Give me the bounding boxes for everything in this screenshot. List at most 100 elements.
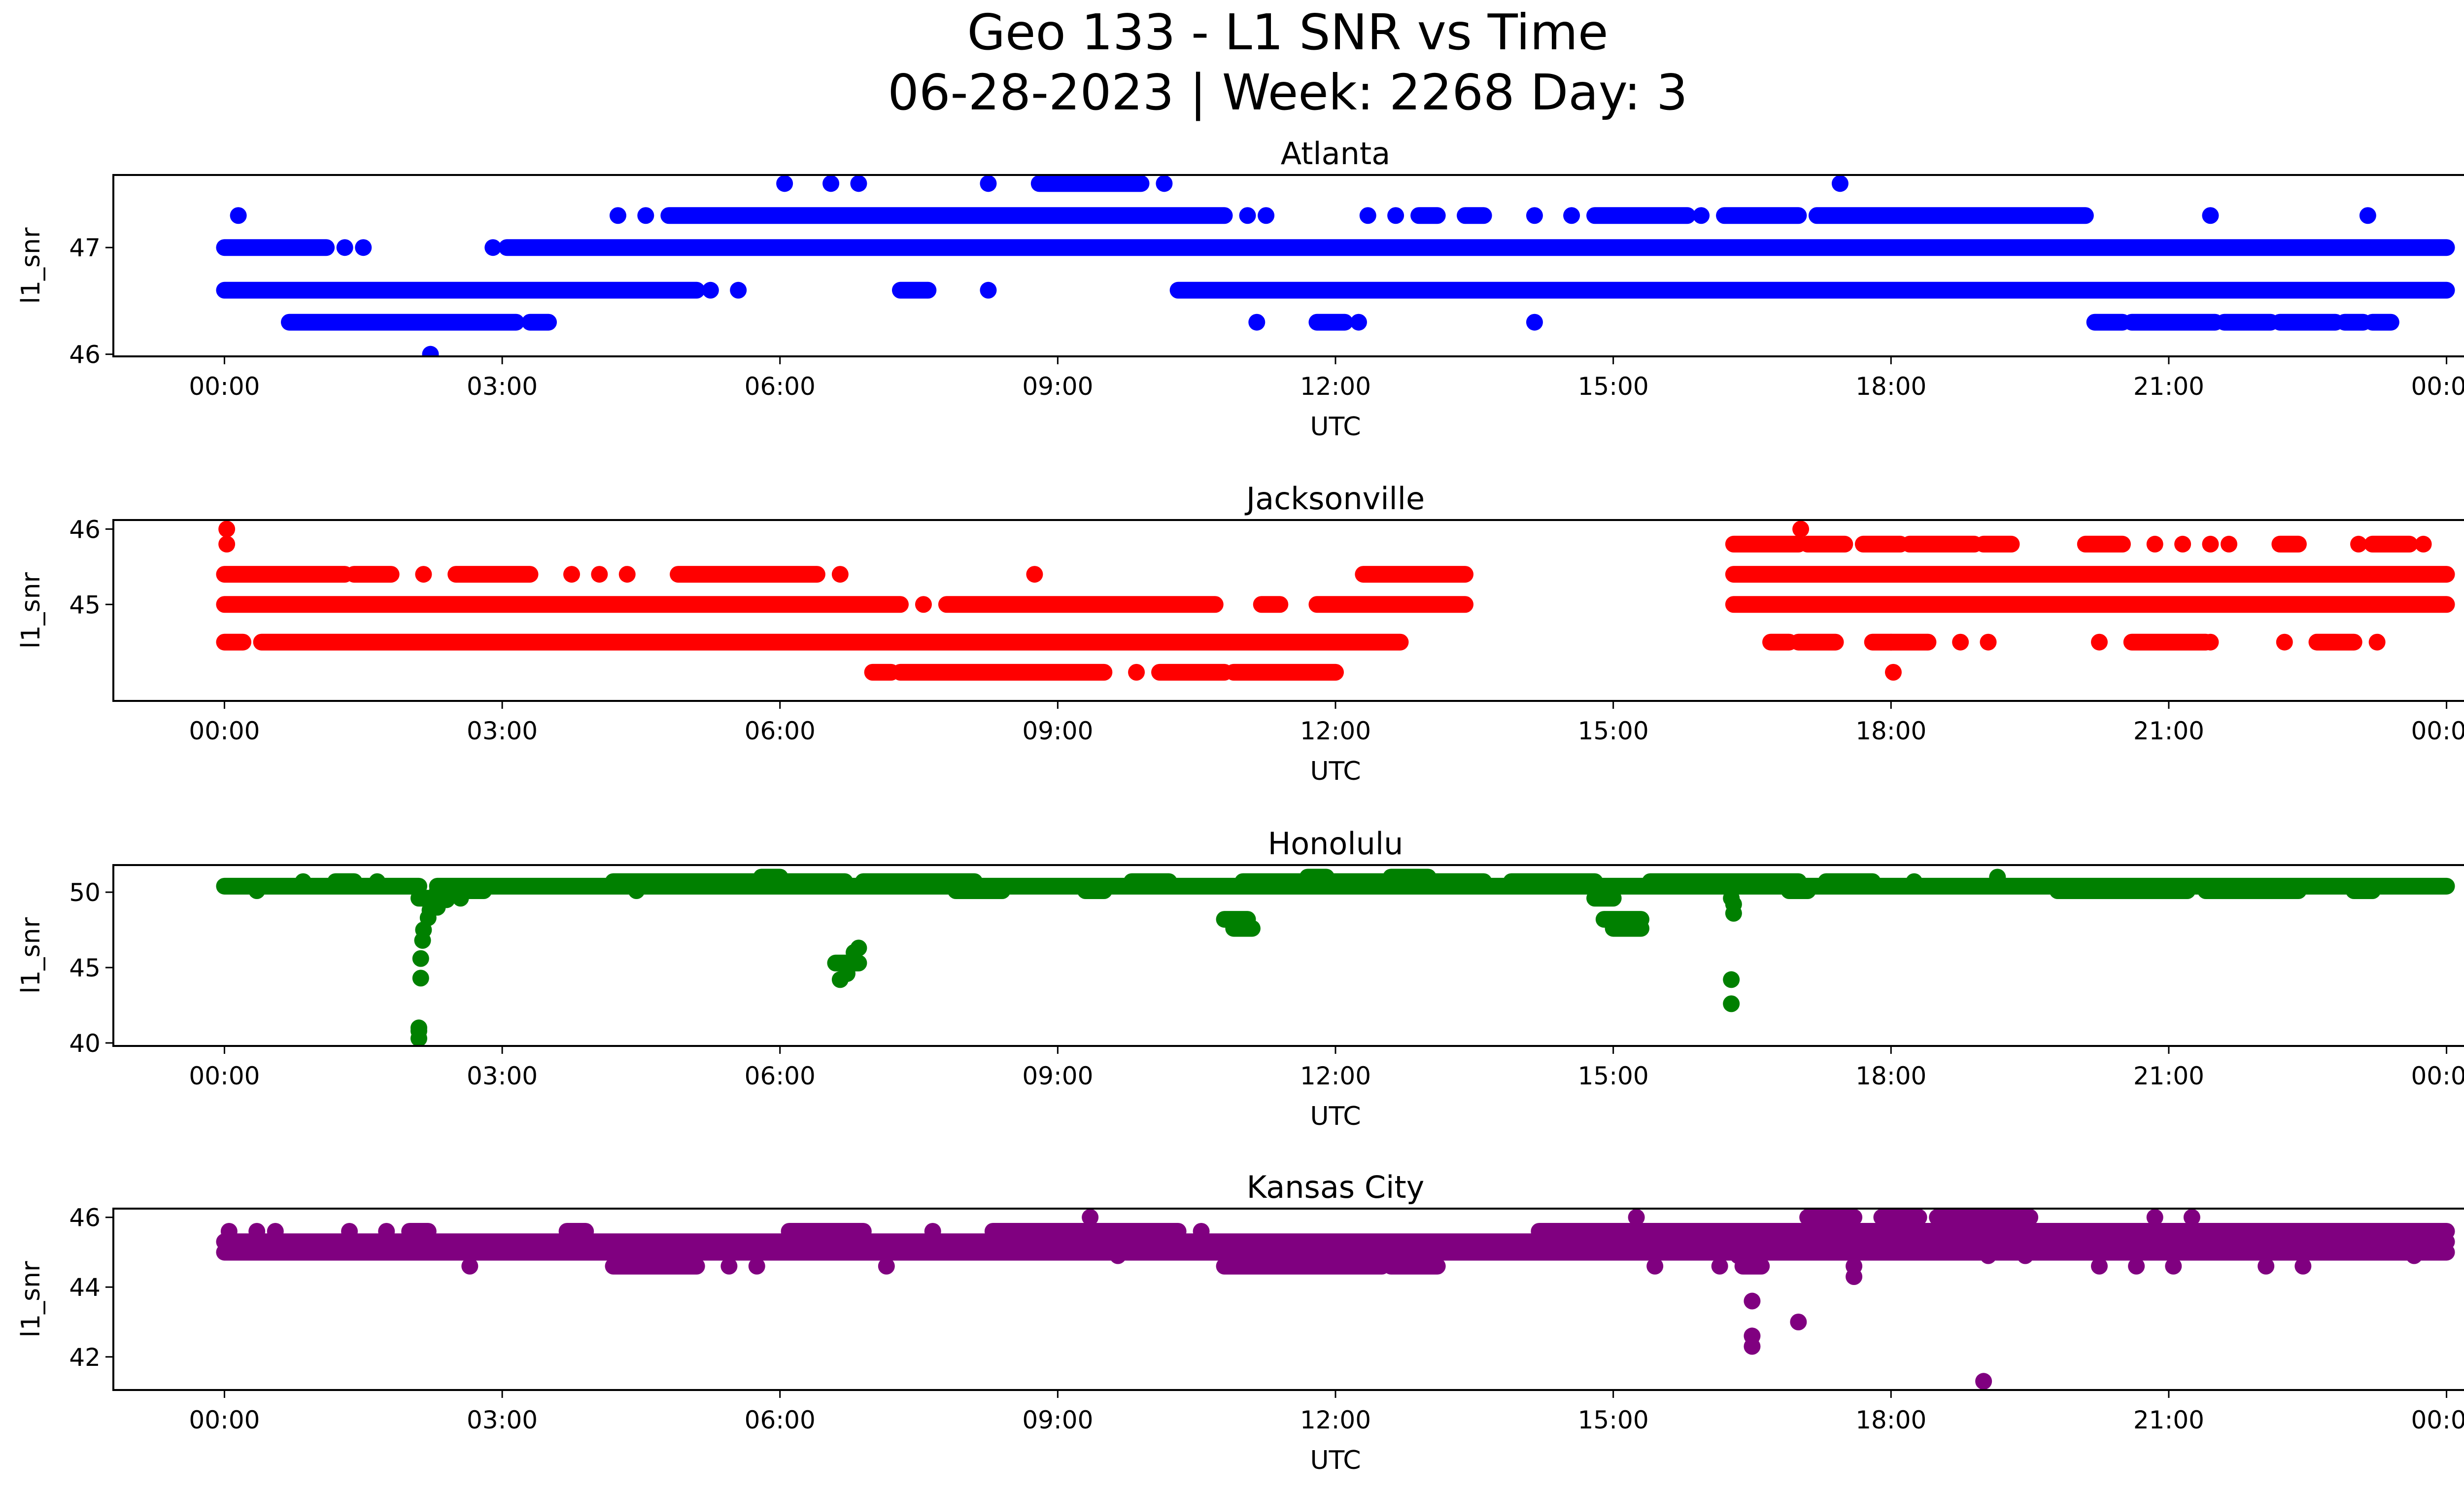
scatter-point [850,939,867,957]
y-tick-label: 44 [69,1273,101,1302]
scatter-point [748,1257,765,1275]
subplot-jacksonville: Jacksonville 00:00 03:00 06:00 09:00 12:00 15:… [16,481,2464,786]
y-axis-label: l1_snr [16,227,46,304]
scatter-point [1975,1373,1992,1390]
scatter-series [216,175,2455,356]
x-axis-label: UTC [1310,1102,1361,1131]
y-tick-label: 47 [69,234,101,262]
scatter-run [1780,882,1816,899]
scatter-run [216,239,335,256]
y-tick-label: 40 [69,1029,101,1058]
x-tick-label: 15:00 [1578,717,1649,745]
scatter-point [2202,633,2219,651]
scatter-run [1225,920,1261,937]
scatter-series [216,869,2455,1046]
scatter-point [378,1223,395,1240]
x-axis-label: UTC [1310,1446,1361,1475]
x-tick-label: 09:00 [1022,372,1093,401]
scatter-series [216,1209,2455,1390]
scatter-point [2258,1257,2275,1275]
scatter-point [2294,1257,2312,1275]
scatter-point [2405,1247,2423,1264]
x-tick-label: 06:00 [745,1062,816,1090]
scatter-point [2221,535,2238,553]
scatter-point [415,566,432,583]
scatter-point [1980,633,1997,651]
scatter-run [781,1223,872,1240]
scatter-run [1308,596,1474,613]
y-tick-label: 45 [69,954,101,982]
scatter-run [521,313,557,331]
scatter-run [1382,869,1437,886]
scatter-run [605,873,854,890]
scatter-point [1906,873,1923,890]
subplot-kansas-city: Kansas City 00:00 03:00 06:00 09:00 12:00 15:0… [16,1169,2464,1475]
x-tick-label: 03:00 [467,1062,538,1090]
scatter-run [1253,596,1289,613]
x-tick-label: 00:00 [189,1406,260,1434]
scatter-point [1646,1257,1664,1275]
scatter-point [230,207,247,224]
scatter-point [2350,535,2367,553]
scatter-point [1725,896,1742,913]
scatter-run [1234,873,1492,890]
scatter-run [498,239,2455,256]
scatter-point [1790,1314,1807,1330]
scatter-point [295,873,312,890]
scatter-run [280,313,525,331]
y-tick-label: 46 [69,1204,101,1232]
scatter-point [248,1223,266,1240]
scatter-point [1693,207,1710,224]
scatter-point [412,950,429,967]
scatter-point [2359,207,2376,224]
scatter-point [1980,1247,1997,1264]
x-tick-label: 12:00 [1300,1406,1371,1434]
scatter-point [831,566,849,583]
scatter-point [1723,995,1740,1012]
scatter-run [2345,882,2381,899]
scatter-point [609,207,626,224]
scatter-point [1109,1247,1127,1264]
scatter-point [1846,1268,1863,1285]
scatter-run [1762,633,1798,651]
scatter-run [1975,535,2020,553]
scatter-run [2197,882,2307,899]
scatter-point [341,1223,358,1240]
scatter-point [1026,566,1043,583]
x-tick-label: 18:00 [1855,1062,1926,1090]
scatter-point [2183,1209,2200,1226]
scatter-run [1799,1209,1863,1226]
x-axis-label: UTC [1310,412,1361,442]
scatter-point [438,891,455,908]
scatter-point [591,566,608,583]
x-tick-label: 12:00 [1300,372,1371,401]
x-tick-label: 18:00 [1855,372,1926,401]
x-tick-label: 09:00 [1022,1062,1093,1090]
scatter-point [1248,313,1266,331]
scatter-point [1831,175,1848,192]
scatter-point [2165,1257,2182,1275]
scatter-point [2128,1257,2145,1275]
subplot-atlanta: Atlanta 00:00 03:00 06:00 09:00 12:00 15:00 18:… [16,136,2464,442]
scatter-run [1382,1257,1446,1275]
scatter-point [1792,521,1810,538]
scatter-run [1225,663,1344,681]
scatter-point [2146,1209,2163,1226]
x-tick-label: 00:00 [2411,1062,2464,1090]
scatter-point [1628,1209,1645,1226]
scatter-run [605,1257,705,1275]
subplot-title: Jacksonville [1244,481,1425,517]
scatter-point [1730,1247,1747,1264]
scatter-point [618,566,636,583]
scatter-point [1563,207,1580,224]
scatter-point [776,175,793,192]
scatter-run [1503,873,1604,890]
scatter-point [1387,207,1404,224]
scatter-run [447,566,539,583]
scatter-point [2091,633,2108,651]
scatter-run [216,566,353,583]
x-tick-label: 18:00 [1855,717,1926,745]
scatter-point [461,1257,479,1275]
y-tick-label: 46 [69,515,101,544]
scatter-point [702,281,719,299]
